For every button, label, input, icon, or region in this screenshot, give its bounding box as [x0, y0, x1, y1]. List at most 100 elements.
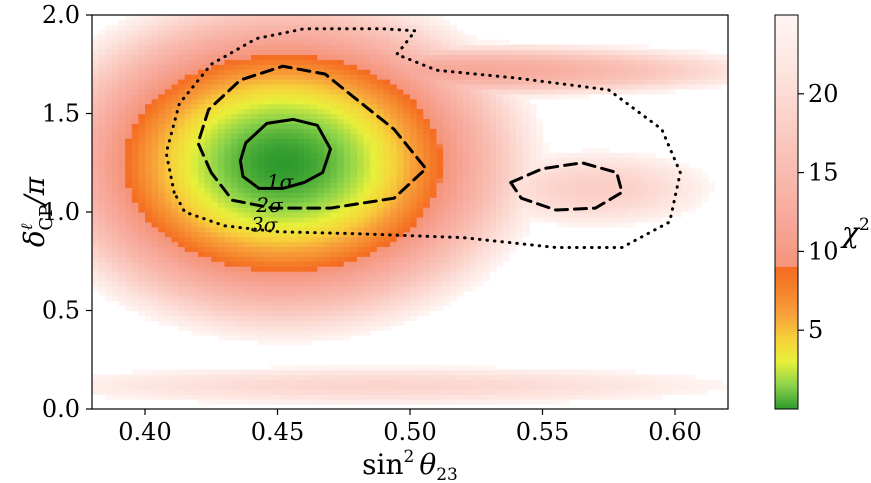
heat-cell: [337, 374, 345, 381]
heat-cell: [443, 202, 451, 208]
heat-cell: [423, 162, 431, 169]
heat-cell: [436, 374, 444, 381]
heat-cell: [284, 98, 292, 105]
heat-cell: [164, 369, 173, 376]
heat-cell: [330, 320, 338, 326]
heat-cell: [622, 212, 630, 218]
heat-cell: [456, 138, 464, 144]
heat-cell: [138, 300, 146, 307]
heat-cell: [317, 123, 325, 129]
heat-cell: [138, 202, 146, 208]
heat-cell: [237, 138, 245, 144]
heat-cell: [158, 98, 166, 105]
heat-cell: [264, 251, 272, 257]
heat-cell: [456, 394, 464, 400]
heat-cell: [436, 295, 444, 302]
heat-cell: [555, 374, 563, 381]
heat-cell: [277, 34, 285, 41]
heat-cell: [151, 300, 159, 307]
heat-cell: [363, 236, 371, 243]
heat-cell: [244, 325, 252, 331]
heat-cell: [436, 123, 444, 129]
heat-cell: [383, 256, 391, 262]
heat-cell: [350, 19, 358, 26]
heat-cell: [244, 19, 252, 26]
heat-cell: [569, 182, 577, 188]
heat-cell: [337, 285, 345, 292]
heat-cell: [158, 182, 166, 188]
heat-cell: [317, 315, 325, 321]
heat-cell: [158, 231, 166, 238]
heat-cell: [449, 118, 457, 124]
heat-cell: [297, 15, 305, 21]
heat-cell: [549, 152, 557, 159]
heat-cell: [330, 330, 338, 336]
heat-cell: [403, 88, 411, 95]
heat-cell: [496, 59, 504, 65]
heat-cell: [555, 44, 563, 51]
heat-cell: [489, 123, 497, 129]
heat-cell: [184, 187, 192, 193]
heat-cell: [284, 295, 292, 302]
heat-cell: [476, 108, 484, 115]
heat-cell: [410, 108, 418, 115]
heat-cell: [443, 182, 451, 188]
heat-cell: [522, 93, 530, 100]
heat-cell: [330, 24, 338, 31]
heat-cell: [297, 59, 305, 65]
heat-cell: [343, 34, 351, 41]
heatmap: [92, 15, 728, 409]
heat-cell: [463, 64, 471, 70]
heat-cell: [330, 83, 338, 90]
heat-cell: [317, 54, 325, 60]
heat-cell: [476, 379, 484, 385]
heat-cell: [383, 133, 391, 139]
heat-cell: [622, 74, 630, 80]
heat-cell: [237, 330, 245, 336]
heat-cell: [111, 187, 120, 193]
heat-cell: [251, 138, 259, 144]
heat-cell: [304, 389, 312, 395]
heat-cell: [489, 236, 497, 243]
heat-cell: [403, 251, 411, 257]
heat-cell: [304, 108, 312, 115]
heat-cell: [357, 187, 365, 193]
heat-cell: [376, 177, 385, 184]
heat-cell: [224, 167, 232, 174]
heat-cell: [231, 172, 239, 179]
heat-cell: [164, 108, 173, 115]
heat-cell: [151, 93, 159, 100]
heat-cell: [529, 59, 537, 65]
heat-cell: [111, 29, 120, 36]
heat-cell: [423, 374, 431, 381]
heat-cell: [164, 54, 173, 60]
heat-cell: [363, 374, 371, 381]
heat-cell: [509, 231, 517, 238]
heat-cell: [502, 83, 510, 90]
heat-cell: [343, 330, 351, 336]
heat-cell: [529, 108, 537, 115]
heat-cell: [410, 93, 418, 100]
heat-cell: [436, 187, 444, 193]
heat-cell: [184, 379, 192, 385]
heat-cell: [489, 374, 497, 381]
heat-cell: [410, 295, 418, 302]
heat-cell: [357, 212, 365, 218]
heat-cell: [463, 280, 471, 287]
heat-cell: [390, 310, 398, 317]
heat-cell: [390, 44, 398, 51]
heat-cell: [231, 152, 239, 159]
heat-cell: [264, 330, 272, 336]
heat-cell: [403, 399, 411, 405]
heat-cell: [403, 133, 411, 139]
heat-cell: [396, 69, 404, 75]
heat-cell: [158, 118, 166, 124]
heat-cell: [595, 197, 603, 203]
heat-cell: [370, 157, 378, 164]
heat-cell: [145, 369, 153, 376]
heat-cell: [204, 236, 212, 243]
heat-cell: [416, 251, 424, 257]
heat-cell: [178, 207, 186, 213]
heat-cell: [350, 138, 358, 144]
heat-cell: [304, 221, 312, 228]
